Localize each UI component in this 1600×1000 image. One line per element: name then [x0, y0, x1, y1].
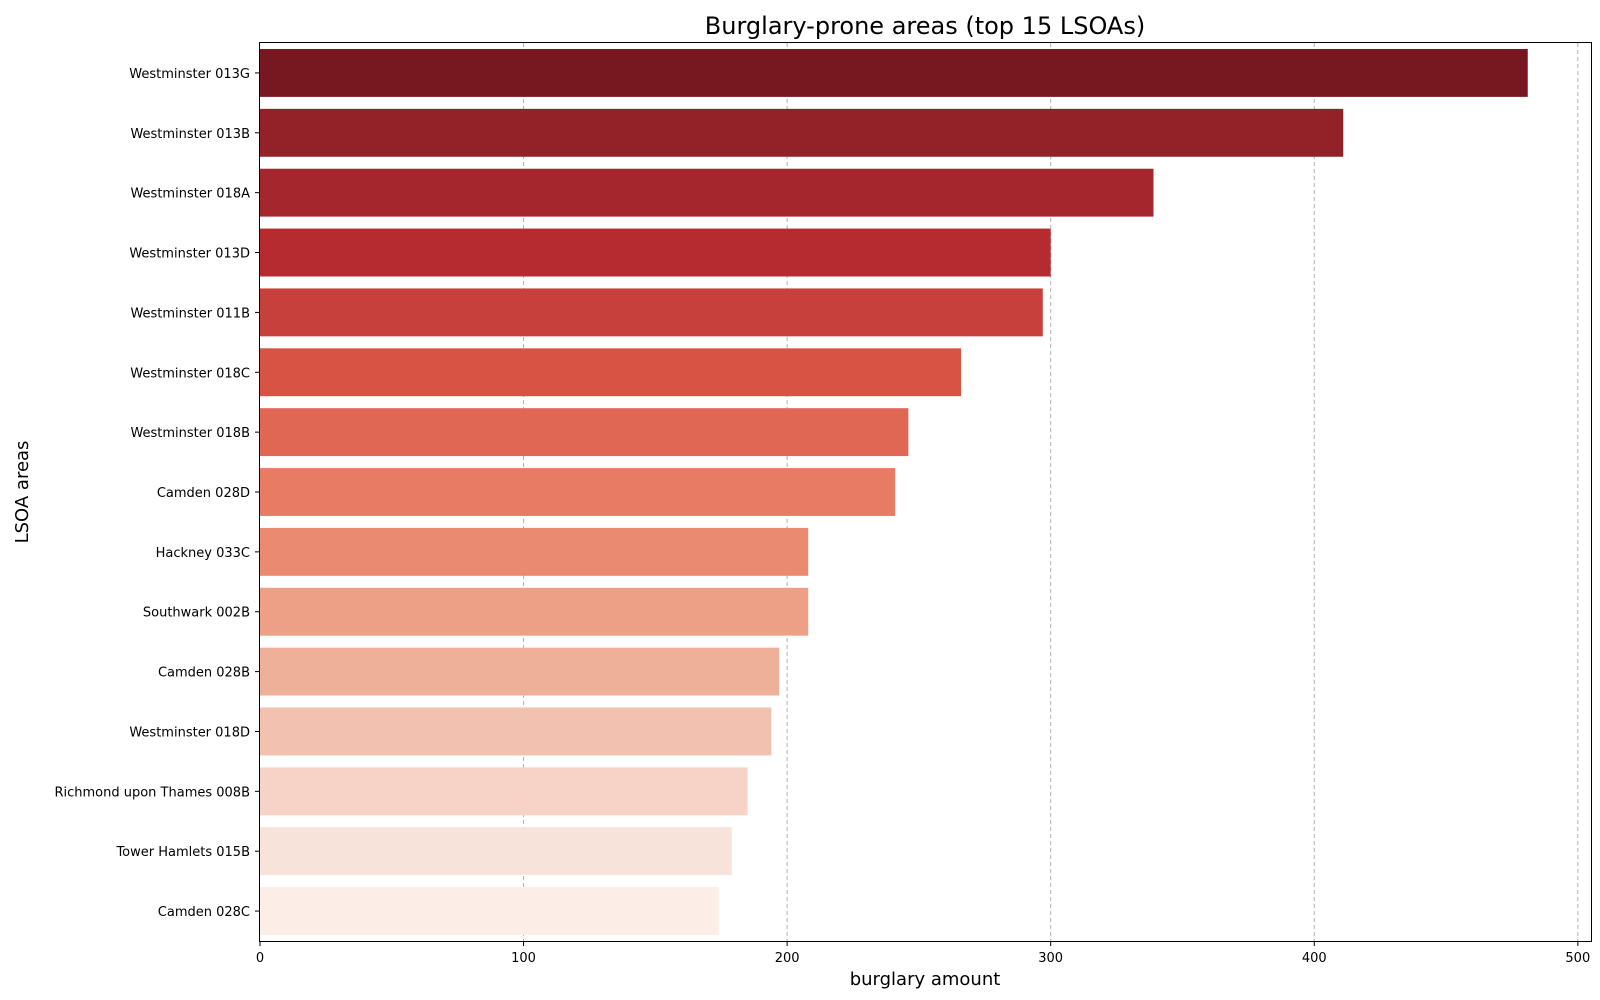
x-tick-label: 0	[256, 951, 264, 966]
bar	[260, 587, 809, 636]
y-tick-label: Westminster 018A	[130, 187, 250, 202]
x-tick-label: 100	[511, 951, 536, 966]
x-tick-label: 300	[1038, 951, 1063, 966]
y-tick-label: Hackney 033C	[156, 546, 250, 561]
y-tick-label: Westminster 018C	[130, 366, 250, 381]
bar	[260, 707, 772, 756]
chart-title: Burglary-prone areas (top 15 LSOAs)	[705, 12, 1145, 40]
y-tick-label: Southwark 002B	[143, 606, 250, 621]
y-tick-label: Westminster 018B	[130, 426, 250, 441]
y-tick-label: Camden 028D	[157, 486, 250, 501]
bar	[260, 468, 896, 516]
bar	[260, 887, 719, 936]
x-tick-label: 200	[775, 951, 800, 966]
bar	[260, 348, 962, 397]
bar	[260, 408, 909, 457]
bar	[260, 228, 1051, 277]
x-tick-label: 400	[1302, 951, 1327, 966]
bar	[260, 108, 1344, 157]
y-axis-label: LSOA areas	[12, 441, 33, 544]
bar	[260, 48, 1528, 97]
y-tick-labels: Westminster 013G Westminster 013B Westmins…	[54, 67, 260, 920]
y-tick-label: Tower Hamlets 015B	[115, 845, 250, 860]
y-tick-label: Westminster 013G	[129, 67, 250, 82]
y-tick-label: Westminster 018D	[129, 725, 250, 740]
x-tick-labels: 0 100 200 300 400 500	[256, 941, 1590, 966]
bar	[260, 647, 780, 696]
x-axis-label: burglary amount	[850, 969, 1001, 990]
y-tick-label: Westminster 011B	[130, 306, 250, 321]
bar	[260, 288, 1043, 337]
bar	[260, 767, 748, 816]
bar	[260, 827, 732, 876]
x-tick-label: 500	[1565, 951, 1590, 966]
bars-layer	[260, 48, 1528, 936]
y-tick-label: Camden 028C	[158, 905, 250, 920]
y-tick-label: Richmond upon Thames 008B	[54, 785, 250, 800]
bar	[260, 168, 1154, 217]
y-tick-label: Westminster 013D	[129, 247, 250, 262]
bar	[260, 527, 809, 576]
y-tick-label: Westminster 013B	[130, 127, 250, 142]
y-tick-label: Camden 028B	[158, 666, 250, 681]
